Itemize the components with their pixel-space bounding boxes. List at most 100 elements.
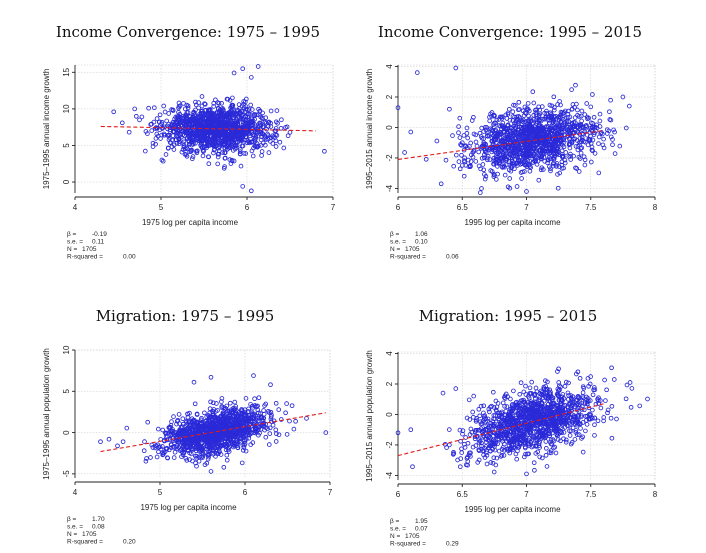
data-point xyxy=(150,129,154,133)
y-tick-label: 2 xyxy=(385,381,394,386)
data-point xyxy=(155,455,159,459)
data-point xyxy=(269,383,273,387)
y-tick-label: 0 xyxy=(62,430,71,435)
x-tick-label: 4 xyxy=(73,488,78,497)
data-point xyxy=(528,386,532,390)
data-point xyxy=(466,441,470,445)
data-point xyxy=(566,391,570,395)
data-point xyxy=(591,408,595,412)
data-point xyxy=(488,119,492,123)
data-point xyxy=(462,174,466,178)
data-point xyxy=(112,110,116,114)
data-point xyxy=(579,427,583,431)
data-point xyxy=(574,83,578,87)
data-point xyxy=(435,139,439,143)
data-point xyxy=(147,106,151,110)
data-point xyxy=(531,90,535,94)
data-point xyxy=(403,151,407,155)
data-point xyxy=(624,397,628,401)
data-point xyxy=(121,440,125,444)
data-point xyxy=(220,101,224,105)
data-point xyxy=(415,71,419,75)
data-point xyxy=(193,402,197,406)
data-point xyxy=(581,391,585,395)
data-point xyxy=(493,448,497,452)
x-axis-label: 1995 log per capita income xyxy=(464,505,561,514)
data-point xyxy=(528,169,532,173)
data-point xyxy=(564,151,568,155)
data-point xyxy=(554,451,558,455)
data-point xyxy=(593,434,597,438)
data-point xyxy=(156,427,160,431)
x-tick-label: 4 xyxy=(73,203,78,212)
data-point xyxy=(457,160,461,164)
data-point xyxy=(262,409,266,413)
chart-title: Income Convergence: 1995 – 2015 xyxy=(378,23,642,41)
data-point xyxy=(177,413,181,417)
data-point xyxy=(107,437,111,441)
data-point xyxy=(225,453,229,457)
stat-label: N = xyxy=(390,246,401,253)
data-point xyxy=(609,98,613,102)
x-tick-label: 6.5 xyxy=(457,203,469,212)
y-axis-label: 1995–2015 annual income growth xyxy=(365,69,374,190)
data-point xyxy=(448,107,452,111)
data-point xyxy=(544,453,548,457)
scatter-points xyxy=(396,66,631,194)
data-point xyxy=(260,150,264,154)
data-point xyxy=(252,374,256,378)
data-point xyxy=(116,444,120,448)
data-point xyxy=(544,440,548,444)
data-point xyxy=(267,443,271,447)
data-point xyxy=(597,171,601,175)
data-point xyxy=(580,119,584,123)
data-point xyxy=(611,143,615,147)
data-point xyxy=(241,185,245,189)
x-tick-label: 7.5 xyxy=(585,203,597,212)
data-point xyxy=(597,142,601,146)
x-tick-label: 7 xyxy=(524,203,529,212)
data-point xyxy=(593,423,597,427)
data-point xyxy=(172,415,176,419)
data-point xyxy=(589,160,593,164)
y-tick-label: 4 xyxy=(385,351,394,356)
data-point xyxy=(249,103,253,107)
data-point xyxy=(537,178,541,182)
y-tick-label: 0 xyxy=(385,125,394,130)
data-point xyxy=(458,136,462,140)
data-point xyxy=(439,182,443,186)
data-point xyxy=(605,388,609,392)
data-point xyxy=(409,130,413,134)
x-axis-label: 1975 log per capita income xyxy=(142,218,239,227)
y-tick-label: 10 xyxy=(62,104,71,113)
data-point xyxy=(170,420,174,424)
data-point xyxy=(244,397,248,401)
stat-value: 1705 xyxy=(405,246,420,253)
data-point xyxy=(457,125,461,129)
data-point xyxy=(452,164,456,168)
data-point xyxy=(142,449,146,453)
data-point xyxy=(591,93,595,97)
data-point xyxy=(251,154,255,158)
data-point xyxy=(127,130,131,134)
data-point xyxy=(627,104,631,108)
data-point xyxy=(451,134,455,138)
data-point xyxy=(164,153,168,157)
data-point xyxy=(208,407,212,411)
data-point xyxy=(603,378,607,382)
stat-value: 0.00 xyxy=(123,254,136,261)
data-point xyxy=(485,462,489,466)
y-tick-label: -2 xyxy=(385,441,394,449)
data-point xyxy=(512,389,516,393)
data-point xyxy=(444,158,448,162)
data-point xyxy=(181,417,185,421)
data-point xyxy=(203,411,207,415)
data-point xyxy=(629,405,633,409)
data-point xyxy=(534,386,538,390)
data-point xyxy=(294,419,298,423)
data-point xyxy=(579,151,583,155)
data-point xyxy=(458,465,462,469)
